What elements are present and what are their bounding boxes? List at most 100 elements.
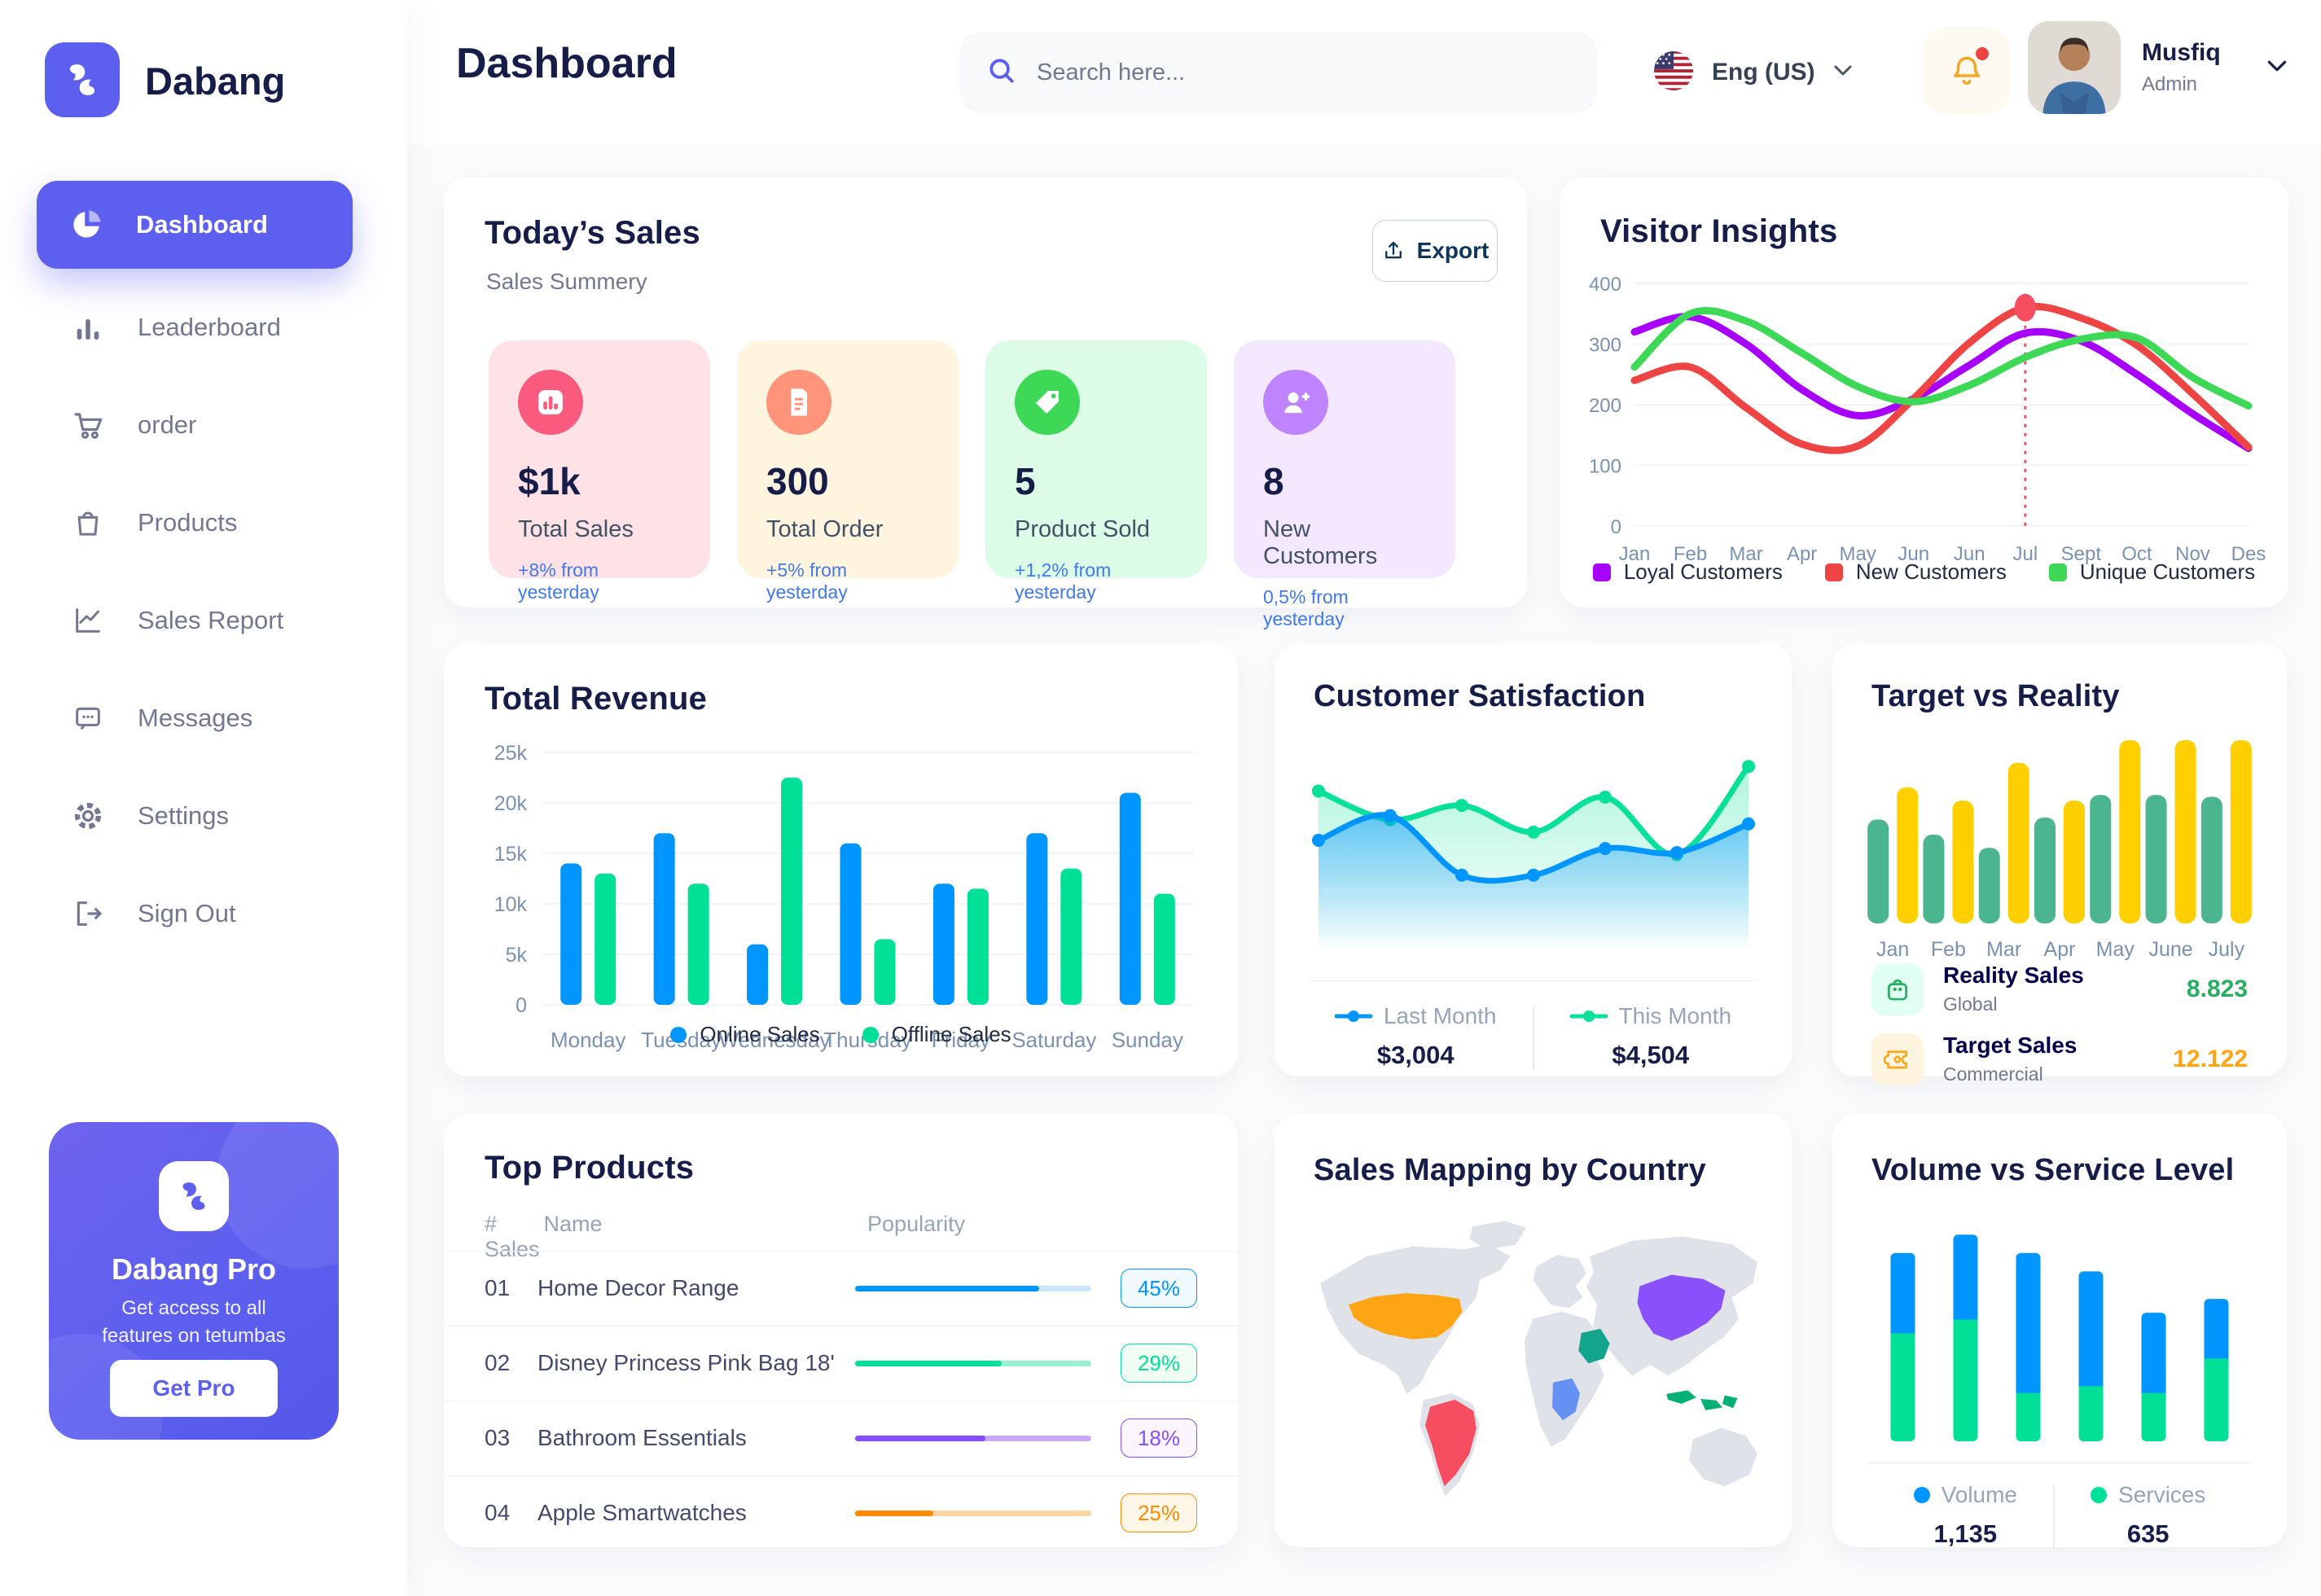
- popularity-bar: [855, 1510, 1091, 1516]
- total-revenue-chart: 05k10k15k20k25kMondayTuesdayWednesdayThu…: [476, 739, 1205, 1063]
- receipt-icon: [766, 370, 831, 435]
- map-country-saudi: [1578, 1328, 1610, 1364]
- sidebar-item-leaderboard[interactable]: Leaderboard: [0, 278, 407, 376]
- sidebar-item-sign-out[interactable]: Sign Out: [0, 865, 407, 962]
- map-country-indonesia: [1666, 1390, 1696, 1405]
- legend-item: Services 635: [2091, 1482, 2205, 1549]
- app-name: Dabang: [145, 59, 286, 103]
- svg-text:25k: 25k: [494, 742, 528, 765]
- svg-text:Apr: Apr: [1787, 543, 1817, 565]
- svg-text:100: 100: [1589, 456, 1621, 478]
- svg-text:200: 200: [1589, 395, 1621, 417]
- svg-text:Des: Des: [2231, 543, 2266, 565]
- map-country-china: [1637, 1274, 1726, 1341]
- svg-text:0: 0: [516, 994, 527, 1017]
- visitor-insights-title: Visitor Insights: [1600, 213, 1838, 249]
- table-row: 03 Bathroom Essentials 18%: [485, 1401, 1197, 1475]
- todays-sales-subtitle: Sales Summery: [486, 269, 647, 294]
- user-plus-icon: [1263, 370, 1328, 435]
- svg-text:Monday: Monday: [551, 1028, 626, 1052]
- stat-delta: +5% from yesterday: [766, 559, 848, 603]
- map-country-usa: [1348, 1293, 1463, 1340]
- todays-sales-card: Today’s Sales Sales Summery Export $1k T…: [444, 178, 1527, 629]
- search-input[interactable]: [1037, 59, 1571, 86]
- svg-text:Friday: Friday: [932, 1028, 990, 1052]
- sales-badge: 18%: [1121, 1418, 1197, 1458]
- total-revenue-card: Total Revenue 05k10k15k20k25kMondayTuesd…: [444, 643, 1238, 1076]
- language-selector[interactable]: Eng (US): [1653, 37, 1853, 107]
- top-products-card: Top Products # Name Popularity Sales 01 H…: [444, 1114, 1238, 1547]
- stat-label: Product Sold: [1015, 516, 1151, 542]
- customer-satisfaction-legend: Last Month $3,004 This Month $4,504: [1275, 1003, 1792, 1070]
- volume-service-chart: [1871, 1205, 2248, 1454]
- svg-text:July: July: [2209, 938, 2245, 961]
- stat-value: $1k: [518, 460, 581, 502]
- export-button[interactable]: Export: [1372, 220, 1498, 282]
- ticket-small-icon: [1871, 1033, 1924, 1085]
- svg-text:Wednesday: Wednesday: [719, 1028, 831, 1052]
- bar-chart-icon: [69, 311, 107, 344]
- svg-text:5k: 5k: [506, 944, 528, 967]
- sidebar-item-products[interactable]: Products: [0, 474, 407, 572]
- stat-delta: 0,5% from yesterday: [1263, 586, 1349, 629]
- svg-text:June: June: [2148, 938, 2192, 961]
- bag-icon: [69, 506, 107, 539]
- svg-text:15k: 15k: [494, 843, 528, 866]
- profile-menu[interactable]: Musfiq Admin: [2028, 21, 2288, 114]
- header: Dashboard Eng (US): [407, 0, 2321, 145]
- total-revenue-legend: Online Sales Offline Sales: [444, 1022, 1238, 1047]
- svg-text:Jan: Jan: [1876, 938, 1909, 961]
- popularity-bar: [855, 1435, 1091, 1441]
- stat-card-total-sales: $1k Total Sales +8% from yesterday: [489, 340, 710, 603]
- svg-text:Mar: Mar: [1986, 938, 2021, 961]
- sidebar-item-dashboard[interactable]: Dashboard: [37, 181, 353, 269]
- sidebar-item-sales-report[interactable]: Sales Report: [0, 572, 407, 669]
- stat-label: Total Sales: [518, 516, 634, 542]
- get-pro-button[interactable]: Get Pro: [110, 1360, 278, 1417]
- volume-service-legend: Volume 1,135 Services 635: [1832, 1482, 2287, 1549]
- legend-item-target-sales: Target Sales Commercial 12.122: [1871, 1033, 2248, 1085]
- product-name: Apple Smartwatches: [537, 1500, 747, 1525]
- product-name: Disney Princess Pink Bag 18': [537, 1350, 835, 1375]
- popularity-bar: [855, 1285, 1091, 1291]
- legend-item: Unique Customers: [2048, 559, 2255, 585]
- product-rank: 03: [485, 1425, 511, 1450]
- legend-item: This Month $4,504: [1569, 1003, 1731, 1070]
- user-name: Musfiq: [2142, 39, 2221, 66]
- svg-text:Nov: Nov: [2175, 543, 2210, 565]
- legend-item: Loyal Customers: [1592, 559, 1783, 585]
- target-vs-reality-card: Target vs Reality Jan Feb Mar Apr May June Jul…: [1832, 643, 2287, 1085]
- legend-item: Volume 1,135: [1913, 1482, 2017, 1549]
- sidebar: Dabang Dashboard Leaderboard order Produ…: [0, 0, 407, 1596]
- sidebar-item-settings[interactable]: Settings: [0, 767, 407, 865]
- sidebar-item-label: Products: [138, 508, 238, 537]
- legend-item: Offline Sales: [862, 1022, 1011, 1047]
- svg-text:20k: 20k: [494, 792, 528, 815]
- sidebar-item-label: Dashboard: [136, 210, 268, 239]
- sidebar-item-order[interactable]: order: [0, 376, 407, 474]
- svg-text:Sunday: Sunday: [1112, 1028, 1183, 1052]
- svg-text:Feb: Feb: [1674, 543, 1707, 565]
- sidebar-item-messages[interactable]: Messages: [0, 669, 407, 767]
- avatar: [2028, 21, 2121, 114]
- notifications-button[interactable]: [1924, 28, 2010, 114]
- visitor-insights-card: Visitor Insights 400 300 200 100 0 Jan Feb Mar A…: [1560, 178, 2288, 607]
- product-rank: 01: [485, 1275, 511, 1300]
- svg-text:Apr: Apr: [2044, 938, 2076, 961]
- svg-text:0: 0: [1611, 516, 1621, 538]
- visitor-insights-chart: 400 300 200 100 0 Jan Feb Mar Apr May Jun Jun Jul Sep…: [1574, 267, 2271, 572]
- svg-text:Jun: Jun: [1954, 543, 1985, 565]
- volume-service-title: Volume vs Service Level: [1871, 1153, 2235, 1187]
- svg-text:Mar: Mar: [1729, 543, 1762, 565]
- search-bar[interactable]: [961, 33, 1596, 112]
- visitor-insights-legend: Loyal Customers New Customers Unique Custo…: [1560, 559, 2288, 585]
- stat-value: 8: [1263, 460, 1284, 502]
- table-row: 04 Apple Smartwatches 25%: [485, 1475, 1197, 1550]
- customer-satisfaction-title: Customer Satisfaction: [1314, 679, 1646, 713]
- stat-card-product-sold: 5 Product Sold +1,2% from yesterday: [985, 340, 1207, 603]
- sales-mapping-card: Sales Mapping by Country: [1275, 1114, 1792, 1547]
- stat-value: 300: [766, 460, 829, 502]
- svg-text:Oct: Oct: [2121, 543, 2152, 565]
- svg-text:May: May: [2096, 938, 2135, 961]
- us-flag-icon: [1653, 50, 1694, 95]
